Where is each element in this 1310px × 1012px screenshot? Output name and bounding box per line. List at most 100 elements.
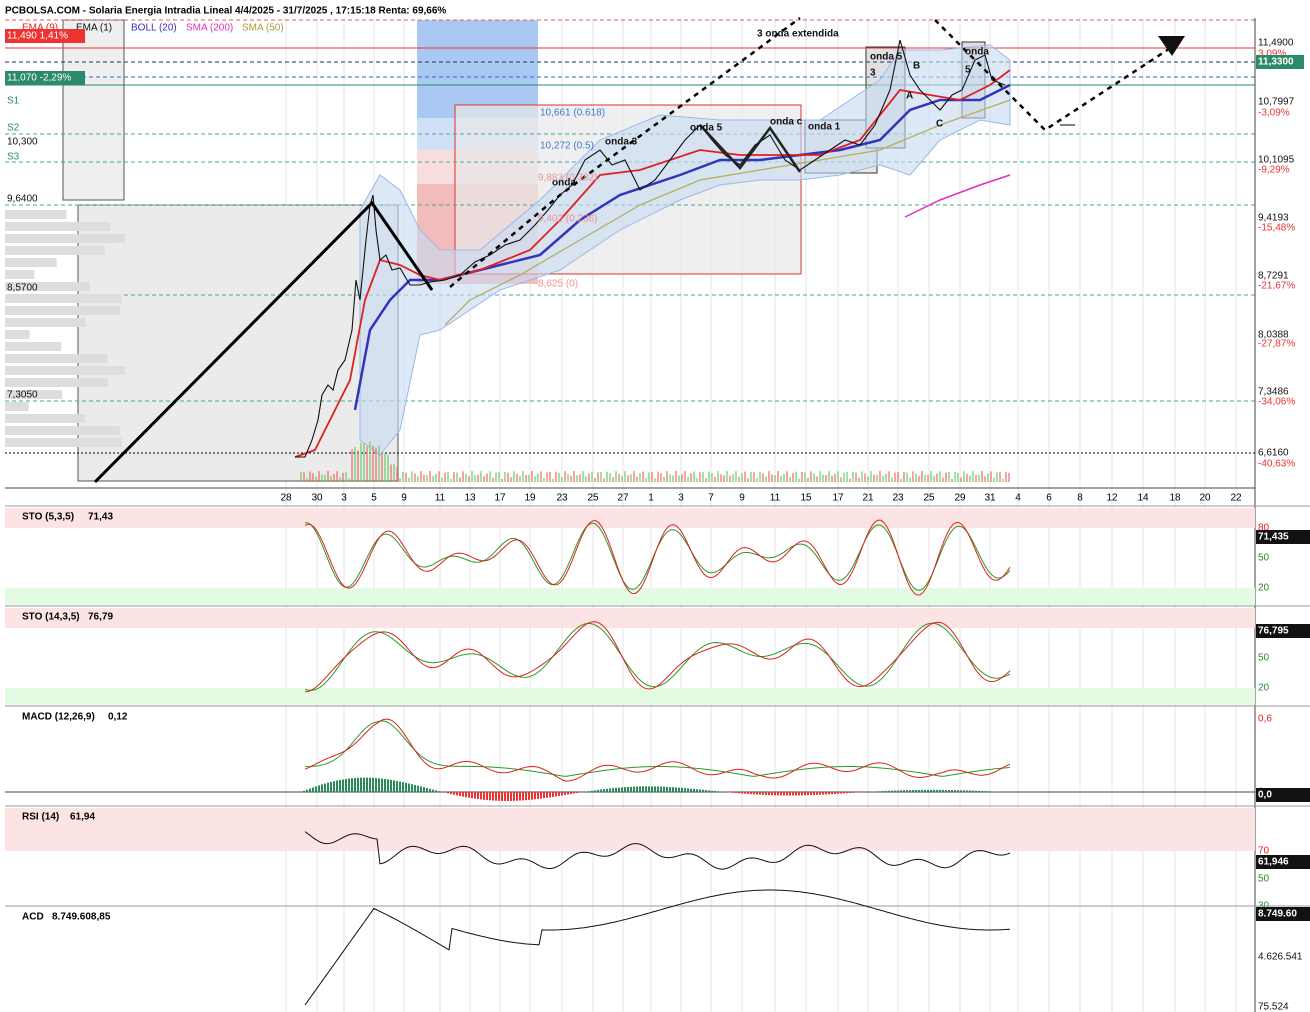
volume-profile [5, 318, 86, 327]
panel-title: STO (14,3,5) [22, 612, 80, 623]
volume-bar [663, 476, 665, 482]
x-tick-label: 5 [371, 493, 377, 504]
histogram-bar [759, 792, 761, 795]
histogram-bar [894, 790, 896, 792]
volume-bar [558, 472, 560, 482]
volume-bar [747, 478, 749, 482]
volume-bar [699, 472, 701, 482]
volume-bar [501, 478, 503, 482]
x-tick-label: 22 [1230, 493, 1242, 504]
histogram-bar [372, 777, 374, 792]
axis-label: 10,7997 [1258, 97, 1295, 108]
axis-label: 70 [1258, 846, 1270, 857]
x-tick-label: 11 [435, 493, 446, 504]
zone [5, 808, 1255, 851]
histogram-bar [324, 783, 326, 792]
volume-bar [915, 473, 917, 482]
signal-line [304, 519, 1011, 596]
histogram-bar [438, 791, 440, 792]
wave-line [93, 200, 434, 484]
legend-item: EMA (9) [22, 23, 58, 34]
volume-bar [390, 464, 392, 482]
histogram-bar [387, 779, 389, 792]
box [62, 19, 125, 201]
volume-bar [462, 471, 464, 482]
histogram-bar [960, 790, 962, 792]
x-tick-label: 19 [524, 493, 536, 504]
histogram-bar [525, 792, 527, 801]
histogram-bar [303, 790, 305, 792]
volume-bar [453, 471, 455, 482]
price-tag [5, 29, 85, 43]
axis-label: -15,48% [1258, 223, 1295, 234]
histogram-bar [354, 777, 356, 792]
volume-bar [723, 475, 725, 482]
price-label: 11,490 1,41% [7, 31, 68, 42]
histogram-bar [489, 792, 491, 801]
volume-bar [933, 476, 935, 482]
price-label: S2 [7, 123, 20, 134]
histogram-bar [681, 787, 683, 792]
histogram-bar [648, 786, 650, 792]
volume-bar [993, 477, 995, 482]
histogram-bar [906, 790, 908, 792]
panel-value: 71,43 [88, 512, 113, 523]
volume-bar [720, 474, 722, 482]
volume-bar [897, 471, 899, 482]
histogram-bar [360, 777, 362, 792]
x-tick-label: 8 [1077, 493, 1083, 504]
volume-profile [5, 402, 29, 411]
volume-bar [423, 474, 425, 482]
volume-bar [963, 471, 965, 482]
histogram-bar [672, 787, 674, 792]
wave-line [449, 16, 801, 288]
sma-200 [904, 174, 1011, 218]
annotation: onda 5 [690, 123, 723, 134]
annotation: 3 onda extendida [757, 29, 839, 40]
volume-bar [555, 471, 557, 482]
axis-label: 10,1095 [1258, 155, 1295, 166]
value-tag [1256, 624, 1310, 638]
volume-bar [813, 473, 815, 482]
volume-bar [762, 473, 764, 482]
histogram-bar [447, 792, 449, 794]
annotation: A [906, 91, 913, 102]
volume-bar [480, 471, 482, 482]
histogram-bar [675, 787, 677, 792]
price-label: 11,070 -2,29% [7, 73, 71, 84]
volume-bar [534, 476, 536, 482]
volume-bar [990, 471, 992, 482]
histogram-bar [912, 789, 914, 792]
value-tag [1256, 530, 1310, 544]
annotation: onda 3 [605, 137, 638, 148]
annotation: onda c [770, 117, 803, 128]
histogram-bar [975, 790, 977, 792]
axis-label: -34,06% [1258, 397, 1295, 408]
annotation: 5 [965, 65, 971, 76]
wave-line [699, 124, 802, 173]
histogram-bar [594, 790, 596, 792]
legend-item: BOLL (20) [131, 23, 177, 34]
x-tick-label: 31 [984, 493, 996, 504]
histogram-bar [549, 792, 551, 798]
volume-bar [837, 471, 839, 482]
histogram-bar [318, 785, 320, 792]
volume-bar [987, 473, 989, 482]
volume-bar [495, 472, 497, 482]
x-tick-label: 23 [892, 493, 904, 504]
axis-label: 0,6 [1258, 714, 1272, 725]
volume-bar [1005, 471, 1007, 482]
zone [5, 508, 1255, 528]
volume-bar [735, 471, 737, 482]
histogram-bar [690, 788, 692, 792]
histogram-bar [735, 792, 737, 794]
x-tick-label: 3 [678, 493, 684, 504]
histogram-bar [795, 792, 797, 796]
volume-bar [348, 478, 350, 482]
volume-profile [5, 282, 90, 291]
volume-bar [714, 476, 716, 482]
histogram-bar [528, 792, 530, 800]
x-tick-label: 30 [311, 493, 323, 504]
volume-profile [5, 342, 62, 351]
volume-bar [528, 474, 530, 482]
